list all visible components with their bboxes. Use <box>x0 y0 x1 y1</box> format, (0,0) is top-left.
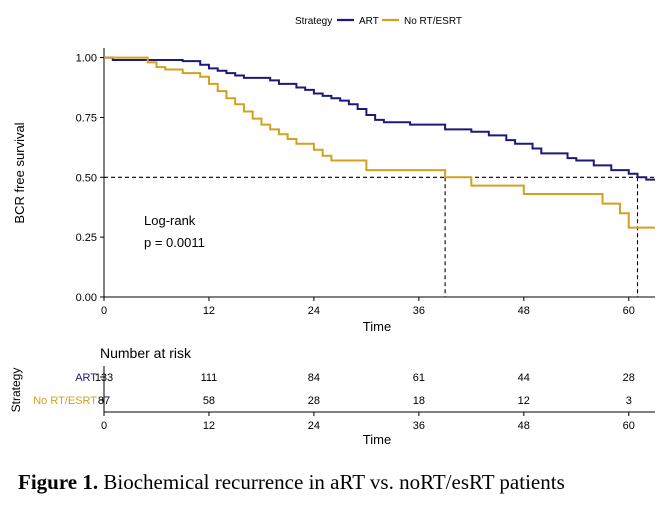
risk-row-label: No RT/ESRT <box>33 395 97 407</box>
survival-curves <box>104 56 655 229</box>
risk-cell: 111 <box>201 372 218 384</box>
y-tick-label: 0.75 <box>76 112 97 124</box>
y-tick-label: 0.50 <box>76 172 97 184</box>
km-axes: 0.00 0.25 0.50 0.75 1.00 0 12 24 36 48 60 <box>76 48 655 317</box>
x-tick-label: 60 <box>623 305 635 317</box>
risk-cell: 133 <box>95 372 113 384</box>
figure-caption: Figure 1. Biochemical recurrence in aRT … <box>18 470 658 495</box>
curve-art <box>104 56 655 181</box>
risk-cell: 12 <box>518 395 530 407</box>
risk-cell: 28 <box>308 395 320 407</box>
risk-x-tick-label: 12 <box>203 420 215 432</box>
y-tick-label: 0.00 <box>76 292 97 304</box>
risk-table-x-label: Time <box>363 432 391 447</box>
x-tick-label: 0 <box>101 305 107 317</box>
x-tick-label: 36 <box>413 305 425 317</box>
curve-no-rt-esrt <box>104 56 655 229</box>
risk-cell: 58 <box>203 395 215 407</box>
median-reference-lines <box>104 176 655 297</box>
legend: Strategy ART No RT/ESRT <box>295 16 462 27</box>
risk-row-label: ART <box>75 372 97 384</box>
risk-cell: 44 <box>518 372 530 384</box>
risk-table-y-label: Strategy <box>9 368 23 413</box>
risk-cell: 84 <box>308 372 320 384</box>
risk-cell: 87 <box>98 395 110 407</box>
x-tick-label: 48 <box>518 305 530 317</box>
x-tick-label: 24 <box>308 305 320 317</box>
risk-x-tick-label: 24 <box>308 420 320 432</box>
legend-label-no-rt: No RT/ESRT <box>404 16 462 27</box>
logrank-label: Log-rank <box>144 213 196 228</box>
km-figure: Strategy ART No RT/ESRT 0.00 0.25 0.50 0.75… <box>9 16 655 447</box>
risk-cell: 18 <box>413 395 425 407</box>
x-axis-label: Time <box>363 319 391 334</box>
risk-x-tick-label: 48 <box>518 420 530 432</box>
legend-label-art: ART <box>359 16 379 27</box>
pvalue-label: p = 0.0011 <box>144 235 205 250</box>
caption-text: Biochemical recurrence in aRT vs. noRT/e… <box>98 470 565 494</box>
caption-label: Figure 1. <box>18 470 99 494</box>
y-axis-label: BCR free survival <box>12 122 27 223</box>
risk-cell: 61 <box>413 372 425 384</box>
risk-x-tick-label: 36 <box>413 420 425 432</box>
x-tick-label: 12 <box>203 305 215 317</box>
risk-x-tick-label: 0 <box>101 420 107 432</box>
y-tick-label: 0.25 <box>76 232 97 244</box>
risk-cell: 3 <box>626 395 632 407</box>
y-tick-label: 1.00 <box>76 53 97 65</box>
risk-table-title: Number at risk <box>100 345 192 361</box>
legend-title: Strategy <box>295 16 332 27</box>
risk-x-tick-label: 60 <box>623 420 635 432</box>
risk-cell: 28 <box>623 372 635 384</box>
